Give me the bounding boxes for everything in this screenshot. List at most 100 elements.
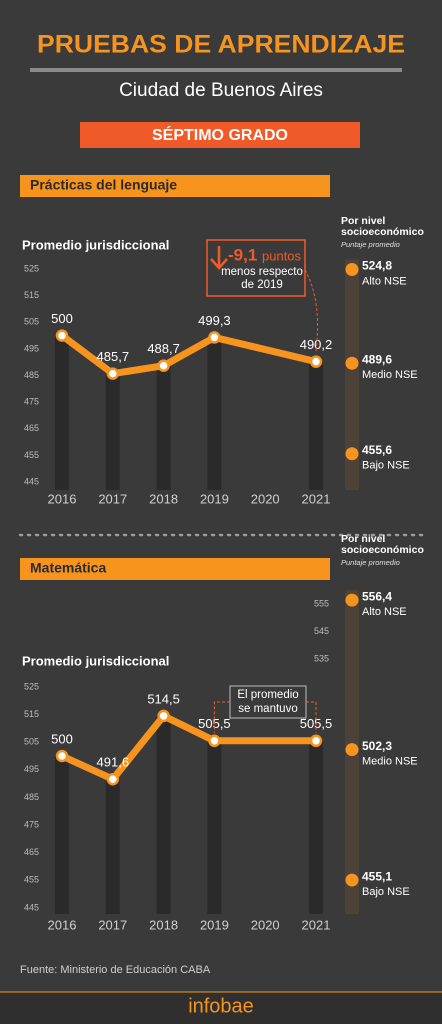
value-label: 488,7	[147, 341, 180, 356]
y-tick-label: 505	[24, 737, 39, 747]
y-tick-label: 445	[24, 902, 39, 912]
nse-value-label: 455,1	[362, 869, 392, 883]
annotation-text: menos respecto	[221, 266, 303, 278]
nse-point	[345, 873, 359, 887]
nse-title: Por nivel	[341, 215, 385, 227]
y-tick-label: 455	[24, 450, 39, 460]
point	[55, 749, 69, 763]
pillar	[207, 740, 222, 914]
annotation-connector	[304, 269, 319, 352]
y-tick-label: 495	[24, 343, 39, 353]
point	[309, 355, 323, 368]
value-label: 485,7	[97, 349, 130, 364]
section-title: Matemática	[30, 560, 106, 576]
section-bar	[20, 558, 330, 580]
y-tick-label: 515	[24, 290, 39, 300]
point	[309, 734, 323, 748]
nse-title: socioeconómico	[341, 226, 424, 238]
nse-title: socioeconómico	[341, 544, 424, 556]
pillar	[207, 337, 222, 490]
nse-value-label: 489,6	[362, 352, 392, 366]
x-tick-label: 2017	[98, 917, 127, 932]
y-tick-label: 475	[24, 819, 39, 829]
annotation-unit: puntos	[262, 248, 302, 263]
nse-category: Medio NSE	[362, 756, 418, 768]
section-bar	[20, 175, 330, 197]
y-tick-label: 465	[24, 847, 39, 857]
point	[106, 772, 120, 786]
value-label: 500	[51, 311, 73, 326]
value-label: 490,2	[300, 337, 333, 352]
y-axis-label: Promedio jurisdiccional	[22, 237, 169, 252]
point	[208, 331, 221, 344]
nse-category: Bajo NSE	[362, 886, 410, 898]
pillar	[105, 373, 120, 490]
x-tick-label: 2021	[302, 491, 331, 506]
nse-point	[345, 447, 359, 461]
pillar	[156, 715, 171, 914]
nse-point	[345, 593, 359, 607]
annotation-text: de 2019	[241, 279, 283, 291]
nse-value-label: 524,8	[362, 259, 392, 273]
y-tick-label: 485	[24, 370, 39, 380]
subtitle: Ciudad de Buenos Aires	[119, 80, 323, 101]
point	[157, 709, 170, 723]
point	[106, 367, 120, 380]
nse-tick-label: 535	[314, 654, 329, 664]
pillar	[55, 756, 69, 914]
nse-category: Bajo NSE	[362, 460, 410, 472]
nse-tick-label: 555	[314, 598, 329, 608]
x-tick-label: 2021	[302, 917, 331, 932]
y-tick-label: 505	[24, 317, 39, 327]
nse-subtitle: Puntaje promedio	[341, 240, 400, 249]
point	[208, 734, 221, 748]
x-tick-label: 2018	[149, 491, 178, 506]
pillar	[55, 335, 69, 490]
y-tick-label: 485	[24, 792, 39, 802]
x-tick-label: 2019	[200, 917, 229, 932]
value-label: 514,5	[147, 691, 180, 706]
title-rule	[30, 68, 402, 72]
nse-point	[345, 356, 359, 370]
section-title: Prácticas del lenguaje	[30, 177, 177, 193]
y-tick-label: 455	[24, 875, 39, 885]
pillar	[309, 740, 323, 914]
x-tick-label: 2016	[48, 491, 77, 506]
x-tick-label: 2017	[98, 491, 127, 506]
point	[55, 329, 69, 342]
nse-tick-label: 545	[314, 626, 329, 636]
x-tick-label: 2020	[251, 917, 280, 932]
nse-category: Medio NSE	[362, 369, 418, 381]
x-tick-label: 2020	[251, 491, 280, 506]
annotation-arrow	[210, 246, 228, 270]
badge-text: SÉPTIMO GRADO	[152, 125, 288, 144]
annotation-text: se mantuvo	[238, 703, 297, 715]
nse-category: Alto NSE	[362, 606, 407, 618]
y-tick-label: 515	[24, 709, 39, 719]
logo: infobae	[188, 995, 254, 1017]
y-tick-label: 525	[24, 263, 39, 273]
nse-bar	[345, 259, 359, 490]
y-tick-label: 525	[24, 681, 39, 691]
y-tick-label: 475	[24, 397, 39, 407]
nse-subtitle: Puntaje promedio	[341, 558, 400, 567]
nse-point	[345, 743, 359, 757]
x-tick-label: 2016	[48, 917, 77, 932]
badge	[80, 122, 360, 148]
y-tick-label: 445	[24, 476, 39, 486]
nse-title: Por nivel	[341, 533, 385, 545]
y-tick-label: 495	[24, 764, 39, 774]
nse-value-label: 502,3	[362, 739, 392, 753]
annotation-value: -9,1	[228, 245, 257, 264]
footer-band	[0, 992, 442, 1024]
y-axis-label: Promedio jurisdiccional	[22, 653, 169, 668]
pillar	[105, 779, 120, 914]
nse-category: Alto NSE	[362, 275, 407, 287]
nse-value-label: 455,6	[362, 443, 392, 457]
pillar	[309, 361, 323, 490]
value-label: 499,3	[198, 313, 231, 328]
annotation-text: El promedio	[237, 689, 298, 701]
y-tick-label: 465	[24, 423, 39, 433]
source: Fuente: Ministerio de Educación CABA	[20, 964, 211, 976]
